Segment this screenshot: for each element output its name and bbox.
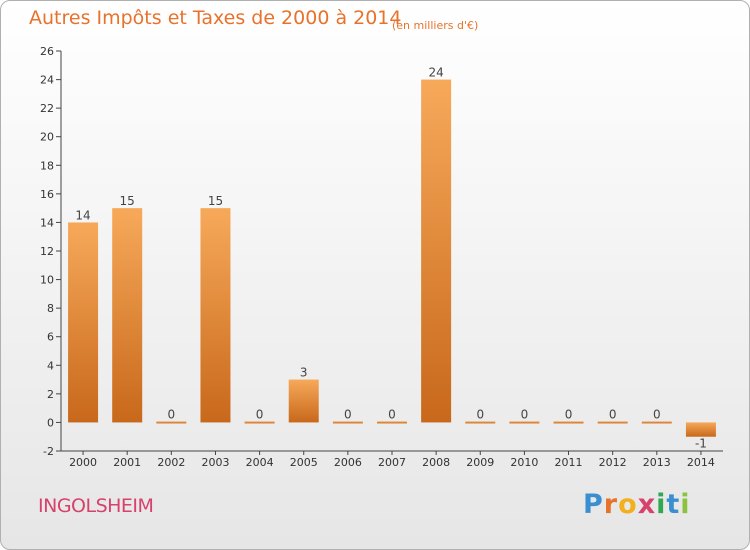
y-tick-label: 22 — [40, 102, 54, 115]
y-tick-label: 2 — [47, 388, 54, 401]
y-tick-label: 0 — [47, 416, 54, 429]
y-tick-label: 12 — [40, 245, 54, 258]
bar — [553, 421, 584, 424]
bar — [421, 79, 452, 423]
y-tick-label: 18 — [40, 159, 54, 172]
data-label: 15 — [120, 194, 135, 208]
x-tick-label: 2010 — [510, 456, 538, 469]
y-tick-label: 24 — [40, 74, 54, 87]
y-tick-label: -2 — [43, 445, 54, 458]
data-label: 14 — [75, 208, 90, 222]
x-tick-label: 2007 — [378, 456, 406, 469]
commune-name: INGOLSHEIM — [38, 495, 154, 517]
x-tick-label: 2011 — [555, 456, 583, 469]
x-tick-label: 2005 — [290, 456, 318, 469]
logo-letter: i — [656, 489, 667, 520]
y-tick-label: 14 — [40, 216, 54, 229]
x-tick-label: 2012 — [599, 456, 627, 469]
y-tick-label: 10 — [40, 274, 54, 287]
data-label: 0 — [168, 407, 176, 421]
data-label: 0 — [388, 407, 396, 421]
x-tick-label: 2002 — [157, 456, 185, 469]
x-tick-label: 2014 — [687, 456, 715, 469]
data-label: 0 — [521, 407, 529, 421]
bar — [244, 421, 275, 424]
logo-letter: P — [583, 489, 604, 520]
y-tick-label: 8 — [47, 302, 54, 315]
data-label: 3 — [300, 366, 308, 380]
chart-title: Autres Impôts et Taxes de 2000 à 2014 — [29, 7, 402, 29]
x-tick-label: 2001 — [113, 456, 141, 469]
bar — [685, 422, 716, 437]
x-tick-label: 2003 — [201, 456, 229, 469]
y-tick-label: 16 — [40, 188, 54, 201]
data-label: 0 — [653, 407, 661, 421]
bar — [597, 421, 628, 424]
bar — [200, 208, 231, 423]
x-tick-label: 2000 — [69, 456, 97, 469]
y-tick-label: 6 — [47, 331, 54, 344]
logo-letter: o — [618, 489, 638, 520]
bar — [465, 421, 496, 424]
logo-letter: r — [603, 489, 619, 520]
y-tick-label: 4 — [47, 359, 54, 372]
bar — [156, 421, 187, 424]
x-tick-label: 2013 — [643, 456, 671, 469]
x-tick-label: 2006 — [334, 456, 362, 469]
data-label: 0 — [609, 407, 617, 421]
logo-letter: i — [680, 489, 691, 520]
data-label: 0 — [565, 407, 573, 421]
logo-letter: t — [666, 489, 681, 520]
data-label: 0 — [344, 407, 352, 421]
bar — [332, 421, 363, 424]
bar — [509, 421, 540, 424]
bar — [377, 421, 407, 424]
y-tick-label: 20 — [40, 131, 54, 144]
bar — [112, 208, 143, 423]
x-tick-label: 2004 — [246, 456, 274, 469]
x-tick-label: 2008 — [422, 456, 450, 469]
data-label: 15 — [208, 194, 223, 208]
data-label: 0 — [256, 407, 264, 421]
bar — [641, 421, 672, 424]
chart-subtitle: (en milliers d'€) — [392, 19, 479, 32]
logo-letter: x — [637, 489, 657, 520]
y-tick-label: 26 — [40, 45, 54, 58]
bar — [288, 379, 319, 423]
data-label: 0 — [476, 407, 484, 421]
data-label: -1 — [695, 437, 707, 451]
data-label: 24 — [428, 66, 443, 80]
x-tick-label: 2009 — [466, 456, 494, 469]
proxiti-logo: Proxiti — [583, 489, 691, 520]
bar — [68, 222, 99, 423]
